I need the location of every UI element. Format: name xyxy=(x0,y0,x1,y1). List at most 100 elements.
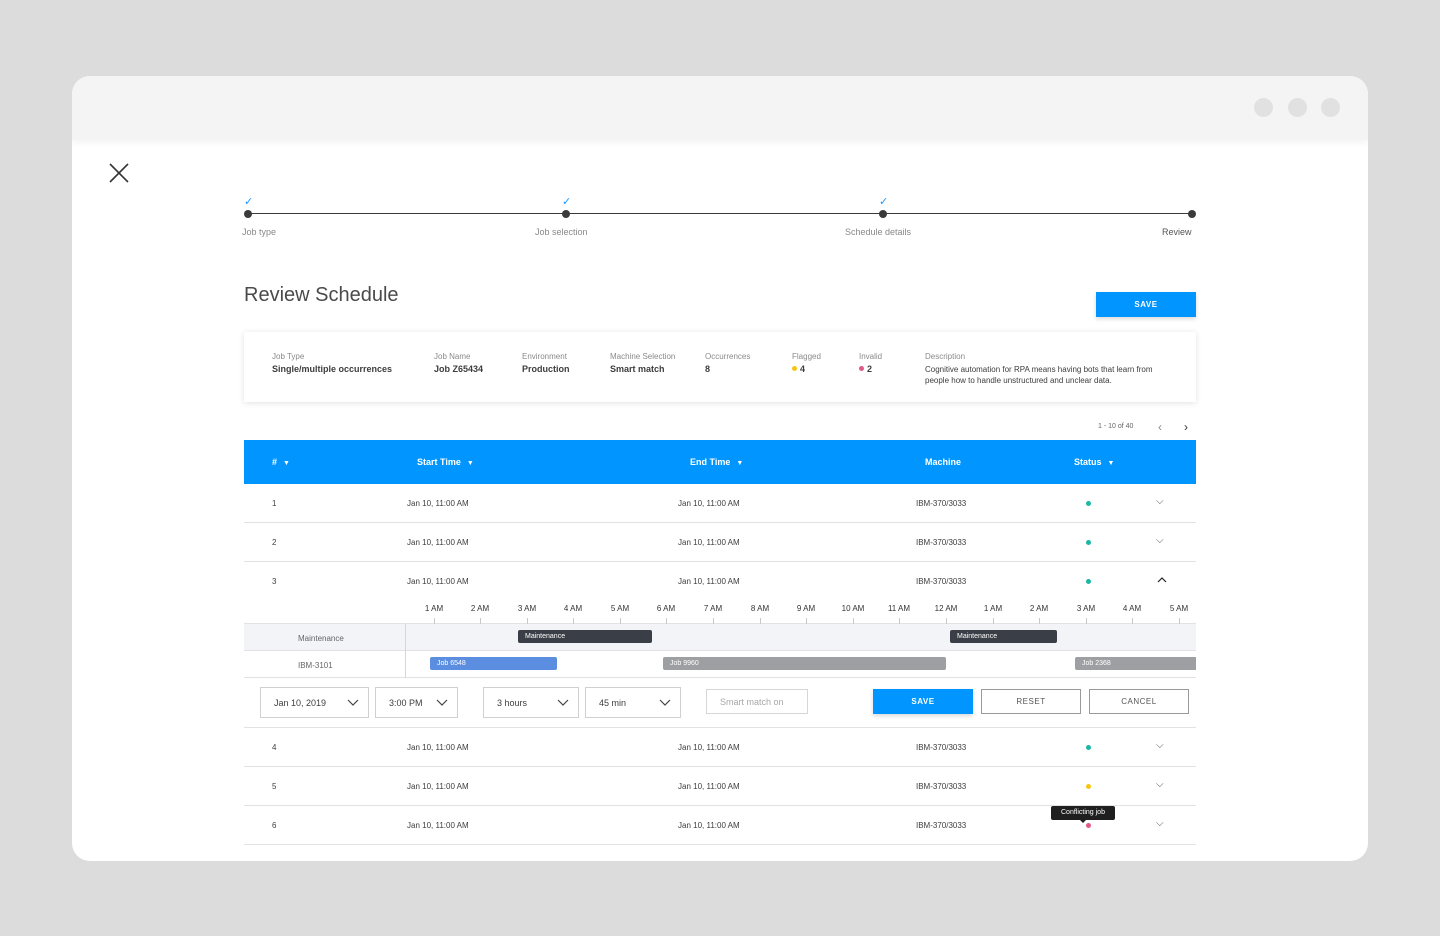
chevron-down-icon[interactable]: ⌵ xyxy=(1156,818,1164,829)
summary-job-name: Job Name Job Z65434 xyxy=(434,352,483,374)
invalid-value-row: 2 xyxy=(859,364,882,374)
flagged-value-row: 4 xyxy=(792,364,821,374)
table-row[interactable]: 1 Jan 10, 11:00 AM Jan 10, 11:00 AM IBM-… xyxy=(244,484,1196,523)
hour-tick xyxy=(713,618,714,624)
chevron-down-icon[interactable]: ⌵ xyxy=(1156,740,1164,751)
progress-stepper: ✓ Job type ✓ Job selection ✓ Schedule de… xyxy=(242,196,1196,246)
column-header-status[interactable]: Status ▼ xyxy=(1074,457,1114,467)
row-start-time: Jan 10, 11:00 AM xyxy=(407,577,469,586)
table-row[interactable]: 4 Jan 10, 11:00 AM Jan 10, 11:00 AM IBM-… xyxy=(244,728,1196,767)
window-control-dot[interactable] xyxy=(1254,98,1273,117)
field-value: 2 xyxy=(867,364,873,374)
column-header-number[interactable]: # ▼ xyxy=(272,457,290,467)
row-end-time: Jan 10, 11:00 AM xyxy=(678,743,740,752)
chevron-up-icon[interactable] xyxy=(1157,576,1167,583)
job-bar[interactable]: Job 6548 xyxy=(430,657,557,670)
chevron-right-icon[interactable]: › xyxy=(1184,420,1188,434)
row-machine: IBM-370/3033 xyxy=(916,743,967,752)
hour-tick xyxy=(899,618,900,624)
conflict-tooltip: Conflicting job xyxy=(1051,806,1115,823)
summary-job-type: Job Type Single/multiple occurrences xyxy=(272,352,392,374)
row-end-time: Jan 10, 11:00 AM xyxy=(678,538,740,547)
duration-minutes-select[interactable]: 45 min xyxy=(585,687,681,718)
row-end-time: Jan 10, 11:00 AM xyxy=(678,782,740,791)
field-value: Single/multiple occurrences xyxy=(272,364,393,374)
row-end-time: Jan 10, 11:00 AM xyxy=(678,577,740,586)
row-machine: IBM-370/3033 xyxy=(916,499,967,508)
column-header-label: # xyxy=(272,457,278,467)
step-label: Schedule details xyxy=(845,227,912,237)
row-end-time: Jan 10, 11:00 AM xyxy=(678,821,740,830)
window-control-dot[interactable] xyxy=(1321,98,1340,117)
hour-tick xyxy=(620,618,621,624)
time-select[interactable]: 3:00 PM xyxy=(375,687,458,718)
save-row-button[interactable]: SAVE xyxy=(873,689,973,714)
hour-tick xyxy=(853,618,854,624)
summary-description: Description Cognitive automation for RPA… xyxy=(925,352,1165,386)
chevron-down-icon xyxy=(659,699,671,706)
chevron-down-icon[interactable]: ⌵ xyxy=(1156,535,1164,546)
duration-hours-select[interactable]: 3 hours xyxy=(483,687,579,718)
hour-tick xyxy=(760,618,761,624)
close-icon[interactable] xyxy=(108,162,130,184)
status-ok-dot xyxy=(1086,540,1091,545)
cancel-button[interactable]: CANCEL xyxy=(1089,689,1189,714)
hour-label: 12 AM xyxy=(934,604,958,613)
lane-label: Maintenance xyxy=(244,624,406,651)
window-control-dot[interactable] xyxy=(1288,98,1307,117)
status-invalid-dot[interactable] xyxy=(1086,823,1091,828)
row-machine: IBM-370/3033 xyxy=(916,821,967,830)
field-label: Description xyxy=(925,352,966,361)
chevron-down-icon[interactable]: ⌵ xyxy=(1156,779,1164,790)
column-header-label: End Time xyxy=(690,457,731,467)
hour-tick xyxy=(1132,618,1133,624)
column-header-label: Start Time xyxy=(417,457,461,467)
field-value: 4 xyxy=(800,364,806,374)
row-start-time: Jan 10, 11:00 AM xyxy=(407,782,469,791)
timeline-hour-axis: 1 AM 2 AM 3 AM 4 AM 5 AM 6 AM 7 AM 8 AM … xyxy=(244,598,1196,624)
timeline-lane-maintenance: Maintenance Maintenance Maintenance xyxy=(244,624,1196,651)
table-header: # ▼ Start Time ▼ End Time ▼ Machine Status ▼ xyxy=(244,440,1196,484)
chevron-left-icon[interactable]: ‹ xyxy=(1158,420,1162,434)
column-header-start-time[interactable]: Start Time ▼ xyxy=(417,457,474,467)
job-summary-card: Job Type Single/multiple occurrences Job… xyxy=(244,332,1196,402)
field-value: 8 xyxy=(705,364,711,374)
hour-label: 8 AM xyxy=(750,604,770,613)
reset-button[interactable]: RESET xyxy=(981,689,1081,714)
maintenance-bar[interactable]: Maintenance xyxy=(518,630,652,643)
row-machine: IBM-370/3033 xyxy=(916,782,967,791)
row-start-time: Jan 10, 11:00 AM xyxy=(407,821,469,830)
schedule-edit-bar: Jan 10, 2019 3:00 PM 3 hours 45 min SAVE… xyxy=(244,680,1196,728)
date-select[interactable]: Jan 10, 2019 xyxy=(260,687,369,718)
row-number: 5 xyxy=(272,782,277,791)
lane-label-text: IBM-3101 xyxy=(298,661,333,670)
lane-label: IBM-3101 xyxy=(244,651,406,678)
save-button[interactable]: SAVE xyxy=(1096,292,1196,317)
column-header-machine[interactable]: Machine xyxy=(925,457,961,467)
hour-tick xyxy=(434,618,435,624)
row-start-time: Jan 10, 11:00 AM xyxy=(407,743,469,752)
hour-tick xyxy=(1086,618,1087,624)
maintenance-bar[interactable]: Maintenance xyxy=(950,630,1057,643)
table-row[interactable] xyxy=(244,845,1196,861)
field-value: Cognitive automation for RPA means havin… xyxy=(925,365,1153,385)
schedule-table: # ▼ Start Time ▼ End Time ▼ Machine Status ▼… xyxy=(244,440,1196,861)
row-number: 6 xyxy=(272,821,277,830)
hour-tick xyxy=(993,618,994,624)
table-row[interactable]: 5 Jan 10, 11:00 AM Jan 10, 11:00 AM IBM-… xyxy=(244,767,1196,806)
step-label: Job type xyxy=(242,227,277,237)
chevron-down-icon[interactable]: ⌵ xyxy=(1156,496,1164,507)
job-bar[interactable]: Job 2368 xyxy=(1075,657,1196,670)
timeline-panel: 1 AM 2 AM 3 AM 4 AM 5 AM 6 AM 7 AM 8 AM … xyxy=(244,598,1196,680)
job-bar[interactable]: Job 9960 xyxy=(663,657,946,670)
check-icon: ✓ xyxy=(244,196,254,208)
table-row-expanded[interactable]: 3 Jan 10, 11:00 AM Jan 10, 11:00 AM IBM-… xyxy=(244,562,1196,598)
table-row[interactable]: 2 Jan 10, 11:00 AM Jan 10, 11:00 AM IBM-… xyxy=(244,523,1196,562)
table-row[interactable]: 6 Jan 10, 11:00 AM Jan 10, 11:00 AM IBM-… xyxy=(244,806,1196,845)
summary-flagged: Flagged 4 xyxy=(792,352,821,374)
hour-label: 5 AM xyxy=(610,604,630,613)
window-titlebar xyxy=(72,76,1368,140)
column-header-end-time[interactable]: End Time ▼ xyxy=(690,457,743,467)
lane-label-text: Maintenance xyxy=(298,634,344,643)
row-number: 1 xyxy=(272,499,277,508)
